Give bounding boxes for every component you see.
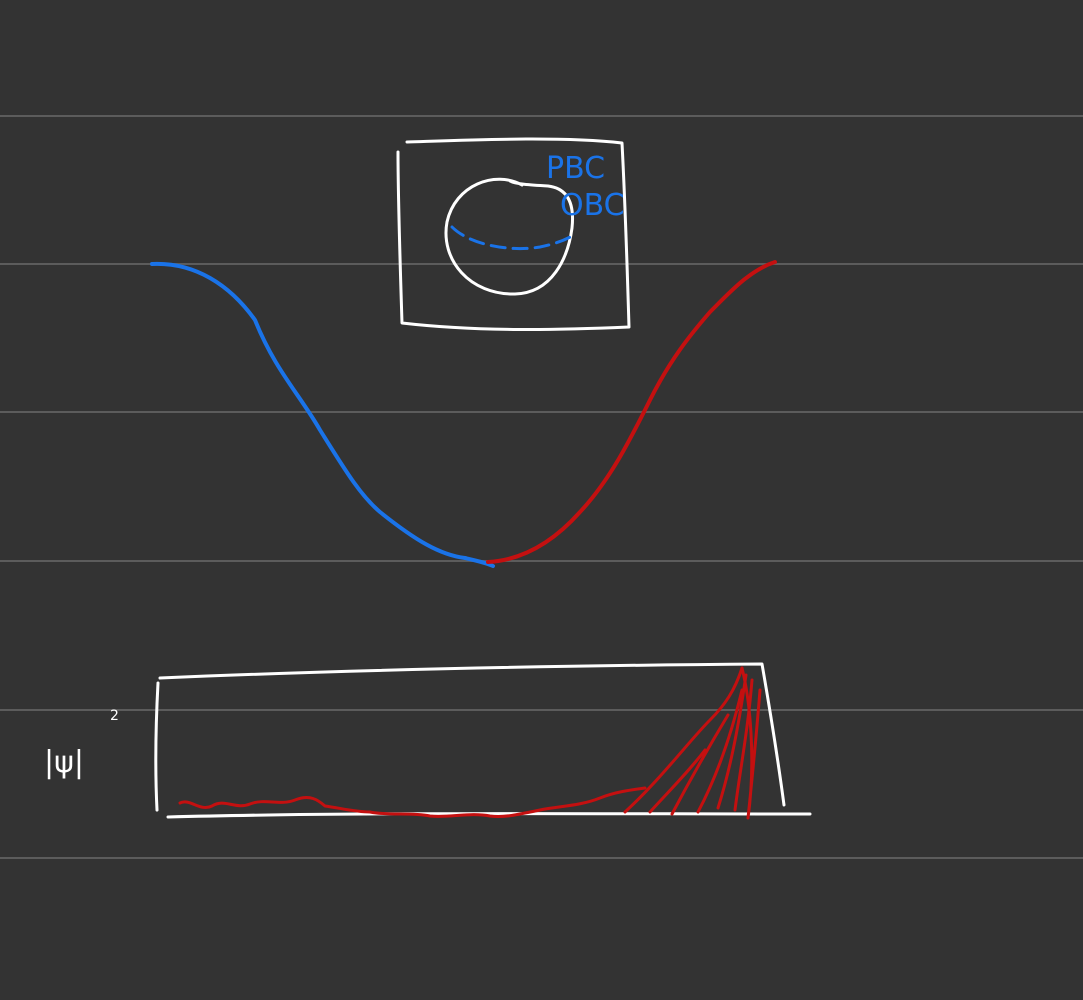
blue-curve	[150, 261, 495, 568]
density-plot-left-edge	[154, 681, 160, 812]
inset-label-pbc: PBC	[546, 151, 605, 186]
sphere-equator-dashed	[450, 225, 574, 251]
ruled-lines	[0, 115, 1083, 859]
density-edge-hatch	[648, 666, 762, 820]
red-curve	[486, 260, 777, 564]
inset-label-obc: OBC	[560, 188, 625, 223]
density-plot-box	[158, 662, 786, 807]
density-edge-peak	[623, 666, 744, 814]
density-curve-wiggle	[178, 786, 647, 818]
inset-box-sketch	[396, 137, 631, 332]
sphere-outline	[444, 177, 575, 296]
density-ylabel: |ψ|	[44, 745, 84, 780]
density-ylabel-exponent: 2	[110, 708, 119, 724]
inset-box-outline	[396, 137, 631, 332]
density-curve	[178, 666, 762, 820]
